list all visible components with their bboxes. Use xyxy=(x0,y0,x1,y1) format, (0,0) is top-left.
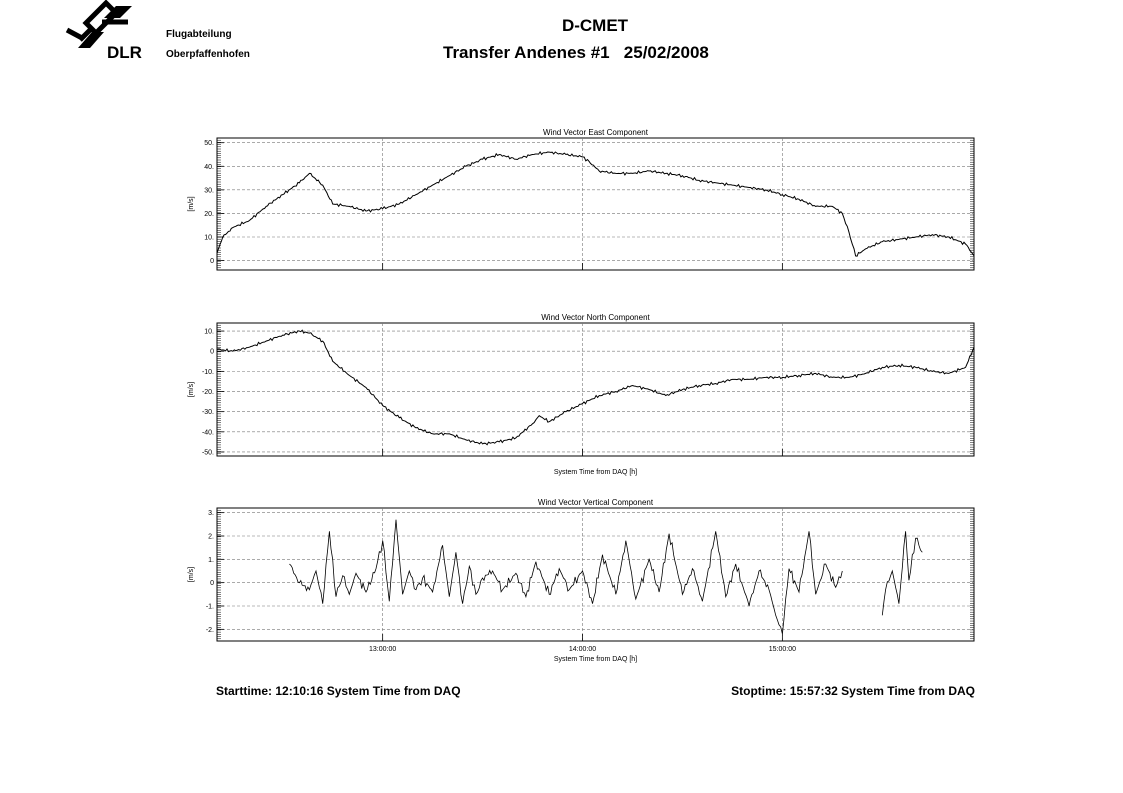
y-tick-label: 20. xyxy=(204,211,214,218)
y-tick-label: -1. xyxy=(206,604,214,611)
start-time-label: Starttime: 12:10:16 System Time from DAQ xyxy=(216,684,461,698)
y-tick-label: -50. xyxy=(202,449,214,456)
y-tick-label: -2. xyxy=(206,627,214,634)
y-tick-label: 10. xyxy=(204,235,214,242)
org-line-2: Oberpfaffenhofen xyxy=(166,49,250,60)
series-line xyxy=(216,150,975,257)
chart-panel: Wind Vector North Component [m/s] 10. 0 -10.… xyxy=(188,313,975,476)
y-tick-label: -30. xyxy=(202,409,214,416)
x-tick-label: 13:00:00 xyxy=(369,646,396,653)
y-tick-label: 0 xyxy=(210,580,214,587)
dlr-logo: DLR xyxy=(65,0,142,60)
series-line xyxy=(289,519,843,635)
y-tick-label: 0 xyxy=(210,349,214,356)
plot-frame xyxy=(216,507,975,642)
y-tick-label: 2. xyxy=(208,534,214,541)
y-tick-label: 40. xyxy=(204,164,214,171)
org-name: DLR xyxy=(107,43,142,60)
y-tick-label: -20. xyxy=(202,389,214,396)
chart-title: Wind Vector Vertical Component xyxy=(538,498,654,507)
chart-panel: Wind Vector Vertical Component [m/s] 3. 2. 1… xyxy=(188,498,975,663)
y-tick-label: -40. xyxy=(202,429,214,436)
y-tick-label: 30. xyxy=(204,187,214,194)
y-tick-label: 1. xyxy=(208,557,214,564)
chart-title: Wind Vector East Component xyxy=(543,128,649,137)
y-tick-label: 10. xyxy=(204,329,214,336)
stop-time-label: Stoptime: 15:57:32 System Time from DAQ xyxy=(731,684,975,698)
chart-panel: Wind Vector East Component [m/s] 0 10. 20. 30… xyxy=(188,128,975,271)
x-axis-label: System Time from DAQ [h] xyxy=(554,469,637,476)
page-title: D-CMET xyxy=(561,16,629,35)
subtitle-flight: Transfer Andenes #1 xyxy=(443,43,610,62)
y-tick-label: -10. xyxy=(202,369,214,376)
series-line xyxy=(216,329,975,446)
plot-frame xyxy=(216,322,975,457)
y-tick-label: 3. xyxy=(208,510,214,517)
y-tick-label: 50. xyxy=(204,140,214,147)
x-tick-label: 14:00:00 xyxy=(569,646,596,653)
y-axis-label: [m/s] xyxy=(188,196,195,211)
page-subtitle: Transfer Andenes #1 25/02/2008 xyxy=(443,43,709,63)
org-line-1: Flugabteilung xyxy=(166,29,232,40)
series-line xyxy=(881,531,923,616)
subtitle-date: 25/02/2008 xyxy=(623,43,709,62)
x-tick-label: 15:00:00 xyxy=(769,646,796,653)
y-axis-label: [m/s] xyxy=(188,382,195,397)
y-tick-label: 0 xyxy=(210,258,214,265)
x-axis-label: System Time from DAQ [h] xyxy=(554,656,637,663)
y-axis-label: [m/s] xyxy=(188,567,195,582)
chart-title: Wind Vector North Component xyxy=(541,313,650,322)
plot-frame xyxy=(216,137,975,271)
